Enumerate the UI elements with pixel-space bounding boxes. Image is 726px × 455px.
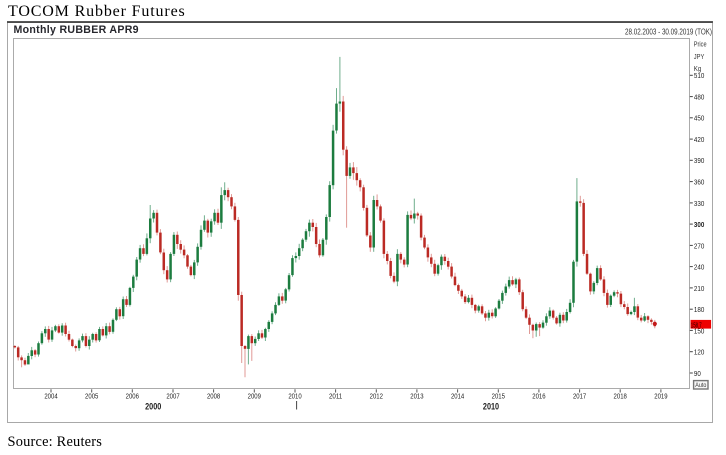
svg-text:240: 240: [694, 263, 704, 272]
svg-text:2006: 2006: [126, 391, 139, 400]
svg-text:450: 450: [694, 114, 704, 123]
svg-text:150: 150: [694, 326, 704, 335]
svg-text:210: 210: [694, 284, 704, 293]
svg-text:390: 390: [694, 156, 704, 165]
svg-text:2008: 2008: [207, 391, 220, 400]
svg-text:2004: 2004: [44, 391, 57, 400]
svg-text:28.02.2003 - 30.09.2019 (TOK): 28.02.2003 - 30.09.2019 (TOK): [625, 28, 712, 37]
svg-text:Source: Reuters: Source: Reuters: [8, 434, 103, 450]
svg-text:480: 480: [694, 93, 704, 102]
svg-text:2011: 2011: [329, 391, 342, 400]
svg-text:Monthly RUBBER APR9: Monthly RUBBER APR9: [14, 24, 139, 36]
svg-text:158.7: 158.7: [691, 321, 702, 330]
svg-text:510: 510: [694, 71, 704, 80]
svg-text:270: 270: [694, 241, 704, 250]
svg-text:2009: 2009: [248, 391, 261, 400]
svg-text:2000: 2000: [145, 401, 161, 411]
svg-text:Price: Price: [694, 40, 707, 49]
svg-text:Kg: Kg: [694, 64, 702, 73]
svg-text:360: 360: [694, 178, 704, 187]
svg-text:2019: 2019: [654, 391, 667, 400]
svg-text:2007: 2007: [166, 391, 179, 400]
svg-text:300: 300: [694, 220, 704, 229]
svg-text:2017: 2017: [573, 391, 586, 400]
svg-text:330: 330: [694, 199, 704, 208]
svg-text:2013: 2013: [410, 391, 423, 400]
svg-text:90: 90: [694, 369, 701, 378]
svg-text:JPY: JPY: [694, 52, 705, 61]
svg-text:2010: 2010: [288, 391, 301, 400]
svg-text:Auto: Auto: [695, 382, 706, 389]
svg-text:2015: 2015: [492, 391, 505, 400]
svg-text:180: 180: [694, 305, 704, 314]
svg-text:120: 120: [694, 348, 704, 357]
svg-text:420: 420: [694, 135, 704, 144]
svg-text:TOCOM Rubber Futures: TOCOM Rubber Futures: [8, 3, 186, 20]
svg-text:2016: 2016: [532, 391, 545, 400]
svg-text:2010: 2010: [483, 401, 499, 411]
svg-text:2014: 2014: [451, 391, 464, 400]
svg-text:2012: 2012: [370, 391, 383, 400]
svg-text:2018: 2018: [614, 391, 627, 400]
svg-text:2005: 2005: [85, 391, 98, 400]
